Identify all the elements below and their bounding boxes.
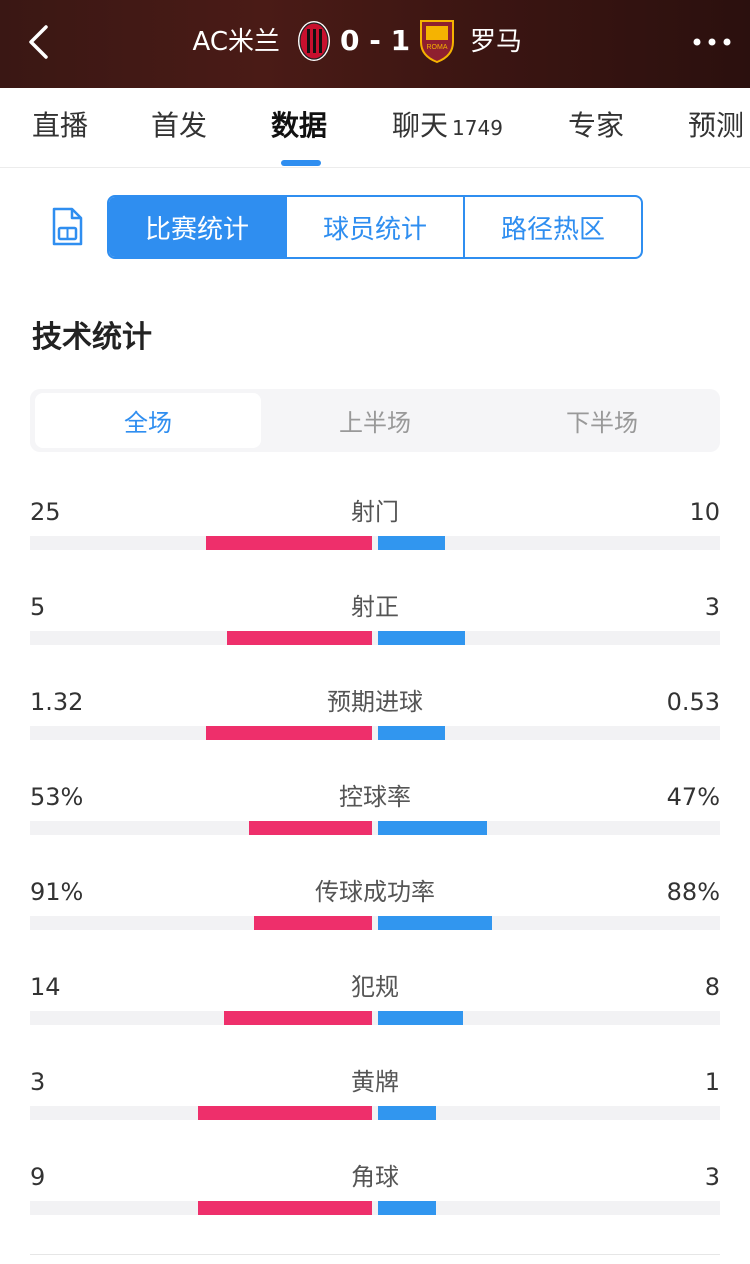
home-bar bbox=[254, 916, 372, 930]
home-value: 53% bbox=[30, 783, 84, 811]
tab-live[interactable]: 直播 bbox=[32, 109, 89, 142]
stat-name: 传球成功率 bbox=[315, 878, 435, 906]
tab-experts[interactable]: 专家 bbox=[568, 109, 625, 142]
stat-row-yellow-cards: 3 黄牌 1 bbox=[30, 1066, 720, 1136]
away-value: 3 bbox=[704, 593, 720, 621]
section-title: 技术统计 bbox=[32, 320, 152, 355]
away-bar bbox=[378, 1011, 463, 1025]
stat-track bbox=[30, 536, 720, 550]
stat-row-shots: 25 射门 10 bbox=[30, 496, 720, 566]
stat-name: 犯规 bbox=[351, 973, 399, 1001]
home-value: 9 bbox=[30, 1163, 46, 1191]
stat-track bbox=[30, 1011, 720, 1025]
stat-row-corners: 9 角球 3 bbox=[30, 1161, 720, 1231]
stat-name: 黄牌 bbox=[351, 1068, 399, 1096]
stat-track bbox=[30, 1106, 720, 1120]
stat-name: 射门 bbox=[351, 498, 399, 526]
home-bar bbox=[206, 726, 372, 740]
home-value: 5 bbox=[30, 593, 46, 621]
stat-name: 预期进球 bbox=[327, 688, 423, 716]
away-bar bbox=[378, 916, 492, 930]
divider bbox=[30, 1254, 720, 1255]
stat-row-shots-on-target: 5 射正 3 bbox=[30, 591, 720, 661]
away-value: 3 bbox=[704, 1163, 720, 1191]
home-bar bbox=[198, 1106, 372, 1120]
tab-prediction[interactable]: 预测 bbox=[688, 109, 745, 142]
stat-track bbox=[30, 821, 720, 835]
match-header: AC米兰 0 - 1 ROMA 罗马 bbox=[0, 0, 750, 88]
back-button[interactable] bbox=[22, 22, 56, 62]
match-score: 0 - 1 bbox=[340, 24, 411, 57]
away-bar bbox=[378, 1201, 436, 1215]
away-bar bbox=[378, 536, 445, 550]
away-value: 0.53 bbox=[666, 688, 720, 716]
chevron-left-icon bbox=[29, 25, 48, 59]
chat-count: 1749 bbox=[452, 116, 503, 140]
period-switch: 全场 上半场 下半场 bbox=[30, 389, 720, 452]
match-tabs: 直播 首发 数据 聊天 1749 专家 预测 bbox=[0, 88, 750, 168]
away-value: 47% bbox=[666, 783, 720, 811]
away-value: 8 bbox=[704, 973, 720, 1001]
seg-heatmap[interactable]: 路径热区 bbox=[463, 197, 641, 257]
stat-row-possession: 53% 控球率 47% bbox=[30, 781, 720, 851]
stats-type-switch: 比赛统计 球员统计 路径热区 bbox=[107, 195, 643, 259]
stat-row-fouls: 14 犯规 8 bbox=[30, 971, 720, 1041]
away-bar bbox=[378, 1106, 436, 1120]
period-full[interactable]: 全场 bbox=[35, 393, 261, 448]
home-value: 91% bbox=[30, 878, 84, 906]
away-bar bbox=[378, 631, 465, 645]
period-first-half[interactable]: 上半场 bbox=[339, 409, 411, 437]
tab-chat[interactable]: 聊天 1749 bbox=[392, 109, 503, 142]
home-value: 3 bbox=[30, 1068, 46, 1096]
away-value: 1 bbox=[704, 1068, 720, 1096]
tab-data[interactable]: 数据 bbox=[271, 109, 328, 142]
more-icon[interactable] bbox=[692, 36, 732, 48]
away-bar bbox=[378, 726, 445, 740]
seg-player-stats[interactable]: 球员统计 bbox=[285, 197, 463, 257]
svg-text:ROMA: ROMA bbox=[427, 44, 448, 51]
home-bar bbox=[224, 1011, 372, 1025]
home-bar bbox=[249, 821, 372, 835]
active-tab-indicator bbox=[281, 160, 321, 166]
away-value: 88% bbox=[666, 878, 720, 906]
stat-name: 射正 bbox=[351, 593, 399, 621]
stat-track bbox=[30, 726, 720, 740]
home-value: 1.32 bbox=[30, 688, 84, 716]
stat-row-xg: 1.32 预期进球 0.53 bbox=[30, 686, 720, 756]
home-bar bbox=[227, 631, 372, 645]
home-bar bbox=[206, 536, 372, 550]
ac-milan-badge[interactable] bbox=[297, 20, 331, 62]
stat-row-pass-accuracy: 91% 传球成功率 88% bbox=[30, 876, 720, 946]
tab-lineup[interactable]: 首发 bbox=[151, 109, 208, 142]
home-team-name[interactable]: AC米兰 bbox=[192, 27, 280, 57]
away-team-name[interactable]: 罗马 bbox=[470, 27, 523, 57]
stat-track bbox=[30, 1201, 720, 1215]
stat-name: 角球 bbox=[351, 1163, 399, 1191]
period-second-half[interactable]: 下半场 bbox=[566, 409, 638, 437]
home-bar bbox=[198, 1201, 372, 1215]
away-bar bbox=[378, 821, 487, 835]
export-document-icon[interactable] bbox=[48, 206, 88, 248]
seg-match-stats[interactable]: 比赛统计 bbox=[109, 197, 285, 257]
away-value: 10 bbox=[689, 498, 720, 526]
stat-name: 控球率 bbox=[339, 783, 411, 811]
stat-track bbox=[30, 916, 720, 930]
stat-track bbox=[30, 631, 720, 645]
home-value: 25 bbox=[30, 498, 61, 526]
roma-badge[interactable]: ROMA bbox=[418, 18, 456, 64]
home-value: 14 bbox=[30, 973, 61, 1001]
